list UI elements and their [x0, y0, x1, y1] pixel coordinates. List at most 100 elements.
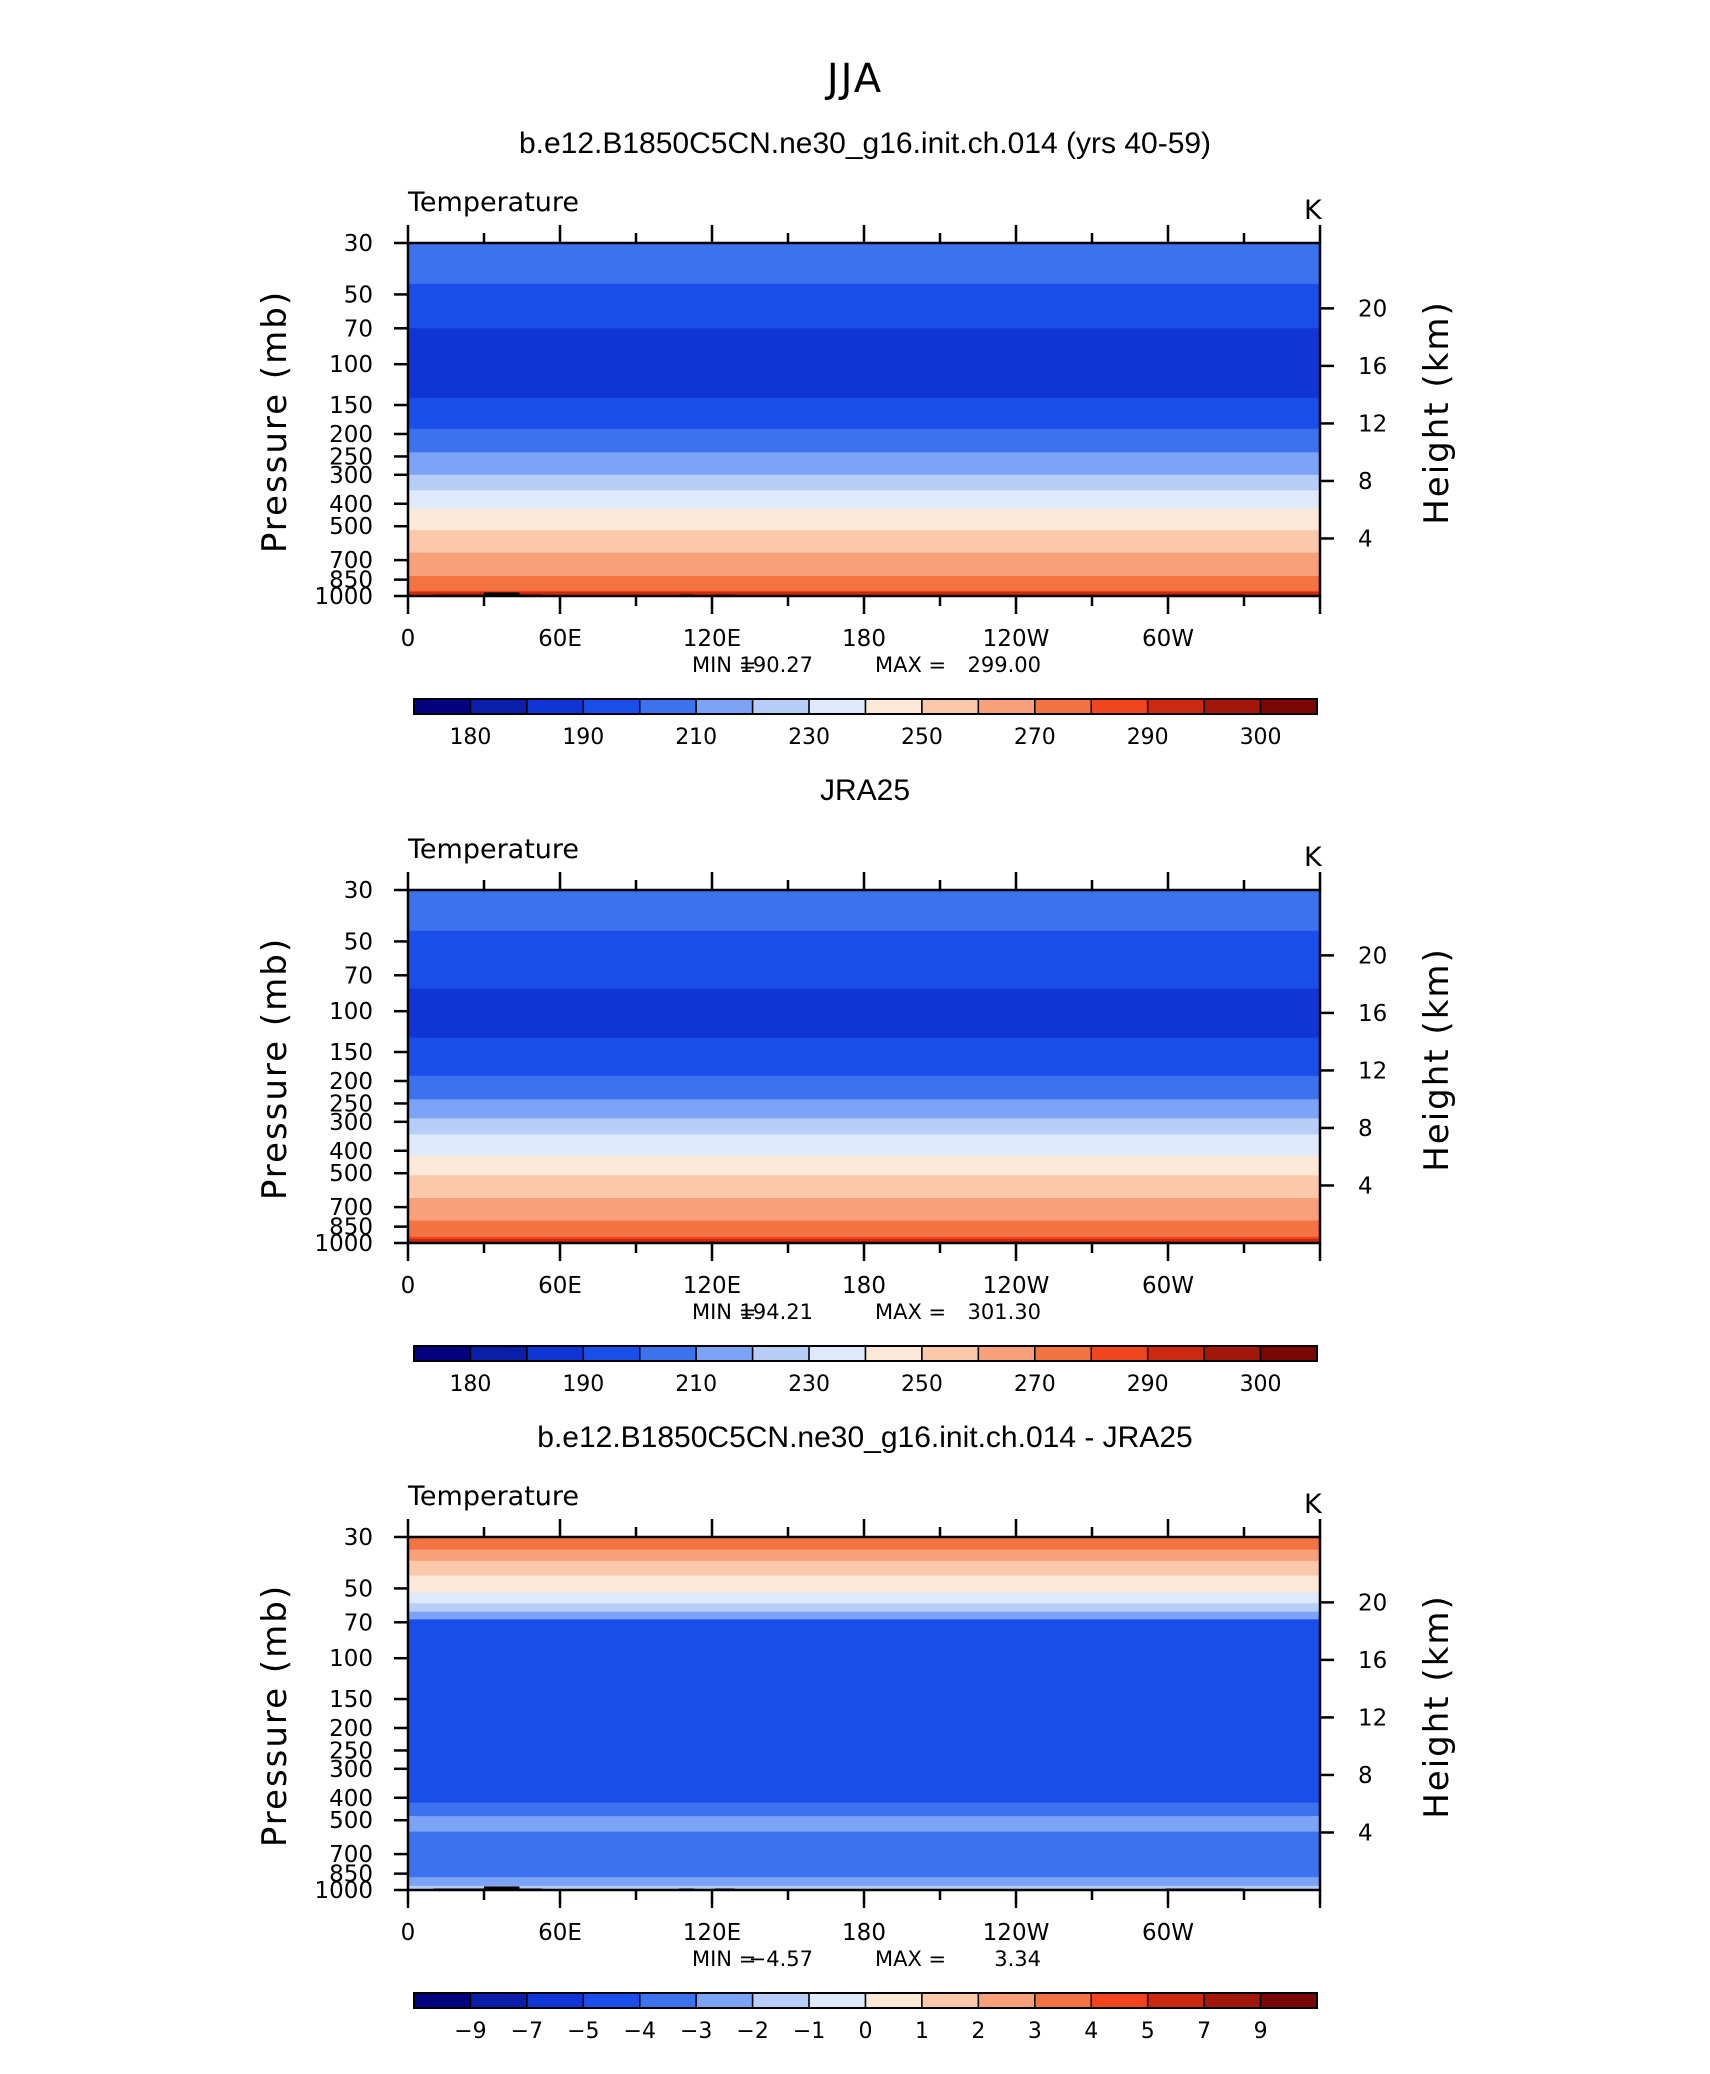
colorbar-box [921, 1992, 980, 2009]
y-tick-label: 700 [329, 1195, 373, 1221]
y-tick-label: 200 [329, 1069, 373, 1095]
colorbar-label: 3 [1028, 2019, 1042, 2044]
colorbar-label: 300 [1240, 725, 1282, 750]
colorbar-box [526, 1992, 585, 2009]
min-value: −4.57 [749, 1947, 813, 1971]
panel-1: b.e12.B1850C5CN.ne30_g16.init.ch.014 (yr… [255, 127, 1457, 750]
y-right-tick-label: 8 [1358, 1763, 1373, 1789]
colorbar-box [639, 1992, 697, 2009]
colorbar-box [1090, 698, 1149, 715]
y-tick-label: 850 [329, 568, 373, 594]
max-value: 301.30 [968, 1300, 1041, 1324]
colorbar-label: −3 [680, 2019, 712, 2044]
y-right-tick-label: 16 [1358, 1648, 1387, 1674]
contour-band [408, 1537, 1320, 1551]
x-tick-label: 120E [683, 626, 741, 652]
x-tick-label: 180 [842, 626, 886, 652]
y-right-tick-label: 4 [1358, 526, 1373, 552]
colorbar-label: 270 [1014, 1372, 1056, 1397]
y-tick-label: 200 [329, 422, 373, 448]
y-right-tick-label: 4 [1358, 1173, 1373, 1199]
colorbar-box [1034, 1345, 1092, 1362]
min-value: 194.21 [740, 1300, 813, 1324]
y-tick-label: 400 [329, 1786, 373, 1812]
colorbar-box [1203, 1345, 1262, 1362]
panel-title: JRA25 [820, 774, 910, 807]
field-label: Temperature [407, 187, 579, 218]
contour-band [408, 398, 1320, 430]
contour-band [408, 1619, 1320, 1747]
panels: b.e12.B1850C5CN.ne30_g16.init.ch.014 (yr… [255, 127, 1457, 2044]
min-label: MIN = [692, 653, 756, 677]
x-ticks [406, 225, 1322, 614]
contour-band [408, 428, 1320, 453]
colorbar-label: 5 [1141, 2019, 1155, 2044]
x-tick-label: 60W [1142, 626, 1194, 652]
contour-band [408, 1877, 1320, 1887]
colorbar: 180 190 210 230 250 270 290 300 [413, 1345, 1318, 1397]
colorbar-box [808, 698, 867, 715]
colorbar-frame [413, 1345, 1318, 1362]
colorbar-box [1259, 698, 1318, 715]
contour-fill [408, 890, 1320, 1243]
surface-band [408, 1238, 1320, 1243]
y-right-tick-label: 12 [1358, 411, 1387, 437]
topography-block [484, 592, 520, 596]
colorbar-box [526, 1345, 585, 1362]
y-tick-label: 50 [344, 929, 373, 955]
contour-fill [408, 1537, 1320, 1890]
colorbar-label: −5 [567, 2019, 599, 2044]
colorbar-label: 4 [1084, 2019, 1098, 2044]
colorbar-label: 270 [1014, 725, 1056, 750]
colorbar-label: −4 [624, 2019, 656, 2044]
topography-block [484, 1886, 520, 1890]
colorbar-box [413, 1345, 472, 1362]
contour-band [408, 1611, 1320, 1620]
contour-band [408, 283, 1320, 329]
y-right-tick-label: 8 [1358, 469, 1373, 495]
y-tick-label: 250 [329, 1091, 373, 1117]
field-label: Temperature [407, 834, 579, 865]
colorbar-label: 230 [788, 725, 830, 750]
x-tick-label: 60E [538, 1273, 582, 1299]
y-tick-label: 500 [329, 1808, 373, 1834]
contour-band [408, 1155, 1320, 1176]
x-tick-label: 60W [1142, 1920, 1194, 1946]
y-right-tick-label: 8 [1358, 1116, 1373, 1142]
contour-band [408, 1220, 1320, 1238]
colorbar-box [751, 698, 810, 715]
contour-band [408, 1885, 1320, 1890]
main-title: JJA [824, 56, 883, 102]
colorbar-label: −9 [454, 2019, 486, 2044]
y-right-tick-label: 20 [1358, 1590, 1387, 1616]
colorbar-label: 180 [449, 1372, 491, 1397]
contour-band [408, 1592, 1320, 1604]
y-tick-label: 100 [329, 999, 373, 1025]
y-axis-title: Pressure (mb) [255, 290, 295, 553]
colorbar-label: −2 [736, 2019, 768, 2044]
y-tick-label: 300 [329, 1110, 373, 1136]
colorbar: −9 −7 −5 −4 −3 −2 −1 0 1 2 3 4 5 7 9 [413, 1992, 1318, 2044]
y-right-axis-title: Height (km) [1417, 300, 1457, 525]
y-tick-label: 150 [329, 1040, 373, 1066]
max-label: MAX = [875, 653, 946, 677]
colorbar-box [1034, 698, 1092, 715]
colorbar-label: 9 [1254, 2019, 1268, 2044]
contour-band [408, 1198, 1320, 1222]
colorbar-label: 290 [1127, 725, 1169, 750]
colorbar-box [921, 698, 980, 715]
colorbar-label: 1 [915, 2019, 929, 2044]
contour-band [408, 1175, 1320, 1199]
x-tick-label: 120W [983, 1273, 1050, 1299]
min-value: 190.27 [740, 653, 813, 677]
y-tick-label: 30 [344, 878, 373, 904]
x-tick-label: 60E [538, 626, 582, 652]
colorbar-box [1259, 1345, 1318, 1362]
contour-band [408, 930, 1320, 990]
max-label: MAX = [875, 1300, 946, 1324]
y-tick-label: 500 [329, 514, 373, 540]
y-tick-label: 500 [329, 1161, 373, 1187]
y-axis-title: Pressure (mb) [255, 937, 295, 1200]
y-tick-label: 50 [344, 1576, 373, 1602]
colorbar-box [526, 698, 585, 715]
